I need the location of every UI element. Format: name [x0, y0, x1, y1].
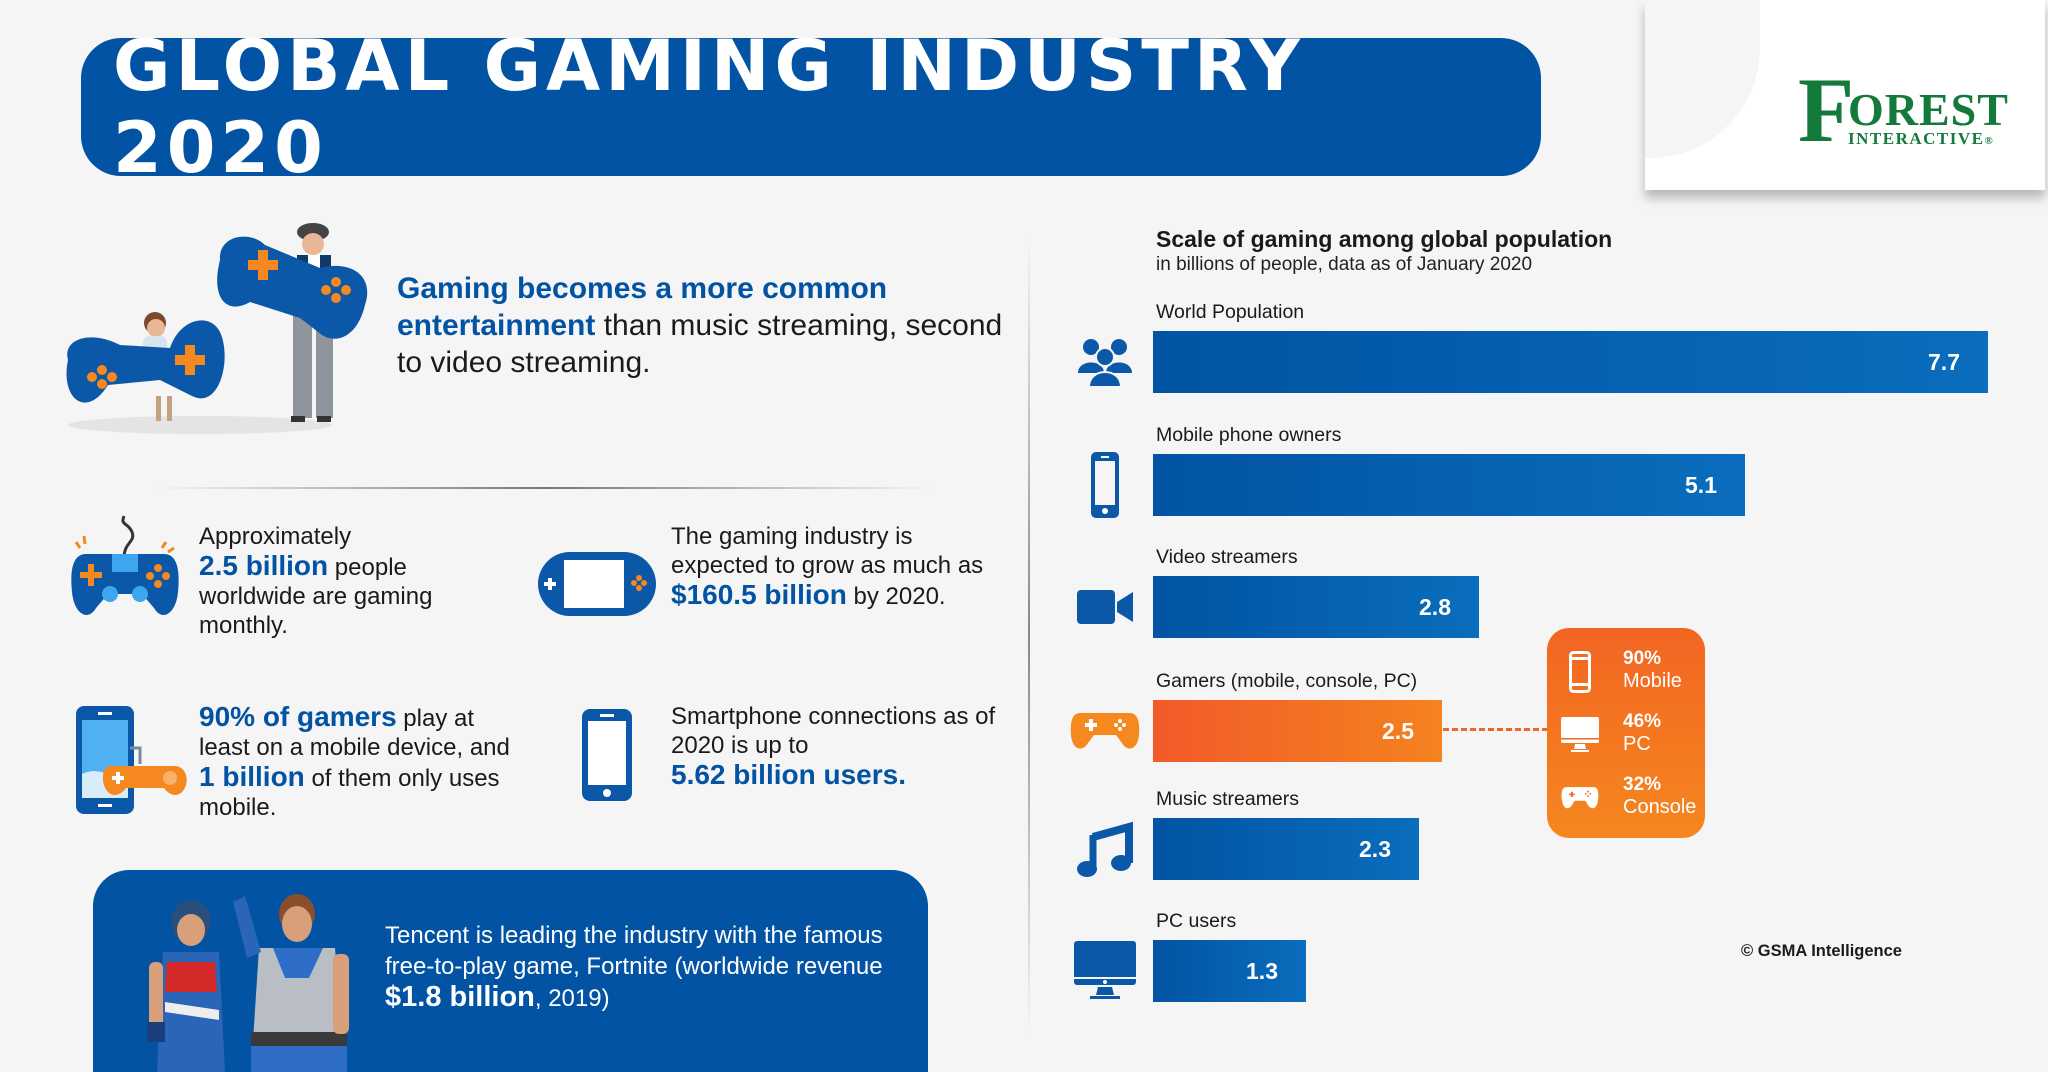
gamepad-icon	[71, 515, 179, 615]
bar-music-streamers: 2.3	[1153, 818, 1419, 880]
smartphone-icon	[1561, 650, 1599, 694]
smartphone-icon	[1070, 452, 1140, 518]
breakdown-pc: 46% PC	[1561, 711, 1701, 761]
title-banner: GLOBAL GAMING INDUSTRY 2020	[81, 25, 1541, 189]
fact-monthly-gamers: Approximately 2.5 billion people worldwi…	[199, 523, 433, 639]
fact-mobile-gamers: 90% of gamers play at least on a mobile …	[199, 701, 510, 821]
logo-initial: F	[1798, 59, 1855, 161]
logo-wordmark: OREST	[1848, 84, 2009, 135]
people-holding-controllers-illustration	[66, 223, 368, 434]
page-title: GLOBAL GAMING INDUSTRY 2020	[113, 25, 1305, 189]
gamers-breakdown-card: 90% Mobile 46% PC 32% Console	[1547, 628, 1705, 838]
hero-statement: Gaming becomes a more common entertainme…	[397, 270, 1017, 381]
gamers-breakdown-connector	[1443, 728, 1548, 731]
handheld-console-icon	[538, 552, 656, 616]
smartphone-icon	[582, 709, 632, 801]
bar-pc-users: 1.3	[1153, 940, 1306, 1002]
chart-subtitle: in billions of people, data as of Januar…	[1156, 254, 1533, 275]
fortnite-characters-illustration	[147, 894, 349, 1072]
bar-video-streamers: 2.8	[1153, 576, 1479, 638]
bar-world-population: 7.7	[1153, 331, 1988, 393]
people-group-icon	[1070, 331, 1140, 393]
source-credit: © GSMA Intelligence	[1741, 942, 1902, 960]
hero-body: than music streaming, second to video st…	[397, 309, 1003, 379]
gamepad-icon	[1561, 776, 1599, 820]
horizontal-divider	[155, 487, 935, 489]
bar-gamers: 2.5	[1153, 700, 1442, 762]
logo-subtitle: INTERACTIVE®	[1848, 129, 1995, 148]
phone-controller-icon	[76, 706, 187, 814]
breakdown-console: 32% Console	[1561, 774, 1701, 824]
hero-highlight: Gaming becomes a more common entertainme…	[397, 272, 888, 342]
bar-mobile-phone-owners: 5.1	[1153, 454, 1745, 516]
desktop-monitor-icon	[1070, 940, 1140, 1002]
breakdown-mobile: 90% Mobile	[1561, 648, 1701, 698]
fact-industry-growth: The gaming industry is expected to grow …	[671, 523, 984, 610]
music-note-icon	[1070, 818, 1140, 880]
fact-smartphone-connections: Smartphone connections as of 2020 is up …	[671, 703, 996, 790]
fortnite-promo-banner: Tencent is leading the industry with the…	[93, 870, 928, 1072]
video-camera-icon	[1070, 576, 1140, 638]
gamepad-icon	[1070, 700, 1140, 762]
promo-text: Tencent is leading the industry with the…	[385, 922, 883, 1013]
vertical-divider	[1028, 235, 1030, 1035]
chart-title: Scale of gaming among global population	[1156, 226, 1613, 252]
desktop-monitor-icon	[1561, 713, 1599, 757]
